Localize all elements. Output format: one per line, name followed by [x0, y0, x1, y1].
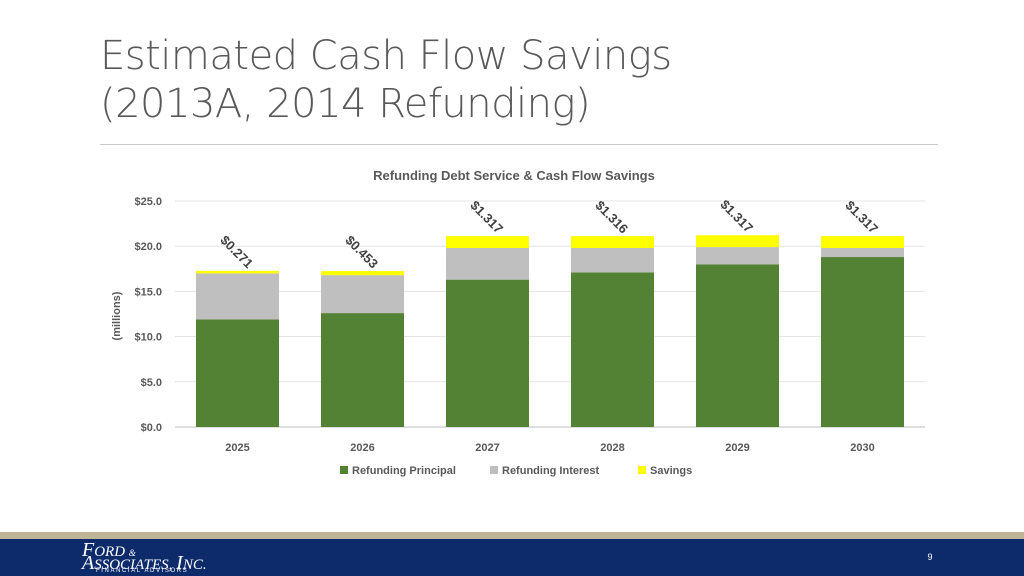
y-axis-label: (millions) — [111, 291, 123, 340]
bar-refunding-interest — [321, 275, 404, 314]
legend-swatch — [638, 466, 646, 474]
footer-accent-stripe — [0, 532, 1024, 539]
bar-savings — [321, 271, 404, 276]
bar-savings — [446, 236, 529, 249]
page-number: 9 — [927, 552, 933, 562]
footer-bar — [0, 539, 1024, 576]
savings-data-label: $1.317 — [842, 198, 881, 237]
bar-refunding-principal — [571, 272, 654, 427]
bar-refunding-interest — [821, 248, 904, 258]
x-tick-label: 2029 — [725, 442, 749, 454]
bar-refunding-interest — [696, 247, 779, 265]
x-tick-label: 2025 — [225, 442, 249, 454]
y-tick-label: $20.0 — [134, 241, 162, 253]
legend-label: Refunding Principal — [352, 465, 456, 477]
y-tick-label: $5.0 — [141, 377, 162, 389]
company-logo: FORD & ASSOCIATES, INC. FINANCIAL ADVISO… — [82, 539, 207, 574]
savings-data-label: $0.271 — [217, 232, 256, 271]
x-tick-label: 2030 — [850, 442, 874, 454]
savings-data-label: $1.316 — [592, 198, 631, 237]
bar-refunding-principal — [446, 279, 529, 427]
bar-refunding-principal — [696, 264, 779, 427]
legend-swatch — [340, 466, 348, 474]
bar-savings — [196, 270, 279, 274]
slide-title-line-1: Estimated Cash Flow Savings — [100, 33, 672, 79]
y-tick-label: $0.0 — [141, 422, 162, 434]
bar-refunding-principal — [821, 257, 904, 427]
title-divider — [100, 144, 938, 145]
bar-refunding-interest — [571, 248, 654, 273]
bar-refunding-interest — [196, 273, 279, 320]
bar-savings — [571, 236, 654, 249]
bar-refunding-principal — [196, 319, 279, 427]
x-tick-label: 2026 — [350, 442, 374, 454]
x-tick-label: 2027 — [475, 442, 499, 454]
savings-data-label: $0.453 — [342, 233, 381, 272]
slide-title: Estimated Cash Flow Savings (2013A, 2014… — [100, 32, 940, 128]
legend-label: Savings — [650, 465, 692, 477]
bar-refunding-interest — [446, 248, 529, 280]
y-tick-label: $15.0 — [134, 286, 162, 298]
x-tick-label: 2028 — [600, 442, 624, 454]
bar-refunding-principal — [321, 313, 404, 427]
savings-data-label: $1.317 — [467, 198, 506, 237]
savings-data-label: $1.317 — [717, 197, 756, 236]
slide-title-line-2: (2013A, 2014 Refunding) — [100, 81, 591, 127]
y-tick-label: $25.0 — [134, 196, 162, 208]
bar-savings — [821, 236, 904, 249]
chart-title: Refunding Debt Service & Cash Flow Savin… — [373, 168, 655, 183]
bar-savings — [696, 235, 779, 248]
legend-label: Refunding Interest — [502, 465, 600, 477]
legend-swatch — [490, 466, 498, 474]
y-tick-label: $10.0 — [134, 332, 162, 344]
